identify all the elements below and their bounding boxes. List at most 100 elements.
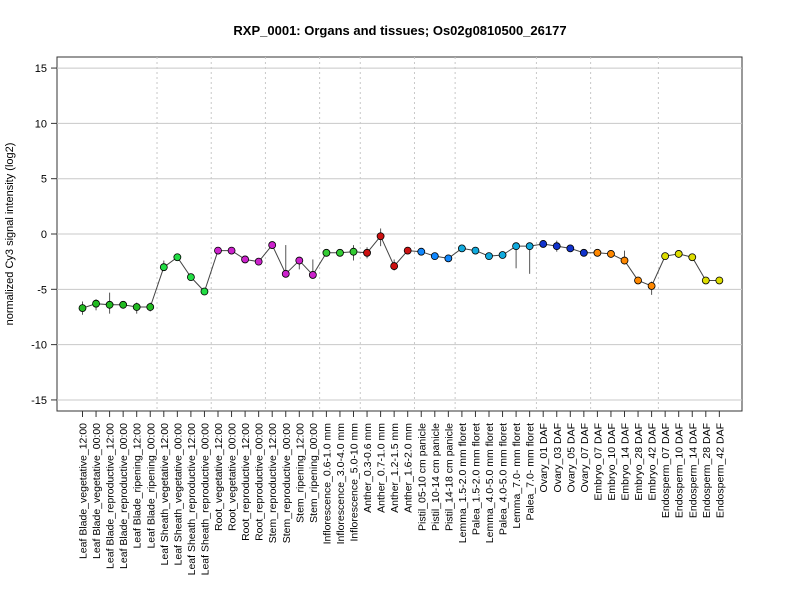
data-point bbox=[444, 254, 453, 263]
data-point bbox=[308, 271, 317, 279]
x-tick-label: Leaf Blade_ripening_00:00 bbox=[145, 423, 157, 549]
x-tick-label: Root_vegetative_12:00 bbox=[213, 423, 225, 531]
x-tick-label: Inflorescence_3.0-4.0 mm bbox=[335, 423, 347, 545]
data-point bbox=[132, 303, 141, 311]
x-tick-label: Stem_ripening_00:00 bbox=[308, 423, 320, 523]
x-tick-label: Lemma_1.5-2.0 mm floret bbox=[457, 423, 469, 543]
x-tick-label: Embryo_28 DAF bbox=[633, 423, 645, 501]
x-tick-label: Pistil_10-14 cm panicle bbox=[430, 423, 442, 531]
data-point bbox=[268, 241, 277, 249]
x-tick-label: Lemma_7.0- mm floret bbox=[511, 423, 523, 529]
data-point bbox=[688, 253, 697, 262]
x-tick-label: Root_reproductive_12:00 bbox=[240, 423, 252, 541]
x-tick-label: Endosperm_10 DAF bbox=[674, 423, 686, 518]
data-point bbox=[254, 257, 263, 266]
data-point bbox=[295, 256, 304, 265]
x-tick-label: Pistil_14-18 cm panicle bbox=[443, 423, 455, 531]
data-point bbox=[403, 246, 412, 255]
y-tick-label: -5 bbox=[37, 284, 47, 296]
x-tick-label: Endosperm_14 DAF bbox=[687, 423, 699, 518]
x-tick-label: Leaf Blade_ripening_12:00 bbox=[132, 423, 144, 549]
data-point bbox=[552, 242, 561, 251]
x-tick-label: Anther_1.6-2.0 mm bbox=[403, 423, 415, 513]
data-point bbox=[227, 246, 236, 255]
data-point bbox=[214, 246, 222, 255]
x-tick-label: Palea_4.0-5.0 mm floret bbox=[498, 423, 510, 535]
data-point bbox=[715, 276, 724, 285]
x-tick-label: Leaf Blade_reproductive_00:00 bbox=[118, 423, 130, 569]
x-tick-label: Inflorescence_0.6-1.0 mm bbox=[321, 423, 333, 545]
x-tick-label: Palea_7.0- mm floret bbox=[525, 423, 537, 521]
x-tick-label: Anther_0.3-0.6 mm bbox=[362, 423, 374, 513]
data-point bbox=[485, 252, 493, 261]
x-tick-label: Embryo_10 DAF bbox=[606, 423, 618, 501]
y-tick-label: 10 bbox=[35, 118, 47, 130]
data-point bbox=[674, 250, 683, 258]
data-point bbox=[336, 248, 344, 257]
x-tick-label: Anther_1.2-1.5 mm bbox=[389, 423, 401, 513]
x-tick-label: Stem_ripening_12:00 bbox=[294, 423, 306, 523]
data-point bbox=[349, 247, 358, 256]
data-point bbox=[539, 240, 548, 248]
data-point bbox=[200, 287, 209, 296]
x-tick-label: Root_vegetative_00:00 bbox=[227, 423, 239, 531]
grid-layer bbox=[57, 57, 742, 411]
data-point bbox=[146, 303, 155, 311]
y-tick-label: 5 bbox=[41, 174, 47, 186]
data-point bbox=[363, 248, 371, 257]
x-tick-label: Leaf Sheath_reproductive_00:00 bbox=[199, 423, 211, 576]
data-point bbox=[390, 262, 399, 270]
y-axis-label: normalized Cy3 signal intensity (log2) bbox=[4, 143, 16, 326]
x-tick-label: Pistil_05-10 cm panicle bbox=[416, 423, 428, 531]
data-point bbox=[186, 273, 195, 282]
x-tick-label: Leaf Blade_reproductive_12:00 bbox=[105, 423, 117, 569]
data-point bbox=[661, 252, 670, 261]
data-point bbox=[119, 300, 128, 309]
x-tick-label: Endosperm_07 DAF bbox=[660, 423, 672, 518]
data-points bbox=[78, 232, 724, 313]
data-point bbox=[92, 299, 100, 308]
x-tick-label: Leaf Sheath_vegetative_12:00 bbox=[159, 423, 171, 566]
chart-title: RXP_0001: Organs and tissues; Os02g08105… bbox=[233, 23, 566, 38]
data-point bbox=[322, 248, 331, 257]
x-tick-label: Leaf Blade_vegetative_00:00 bbox=[91, 423, 103, 559]
data-point bbox=[620, 256, 629, 265]
x-tick-label: Endosperm_28 DAF bbox=[701, 423, 713, 518]
data-point bbox=[105, 300, 114, 309]
data-point bbox=[566, 244, 575, 253]
x-tick-label: Embryo_07 DAF bbox=[592, 423, 604, 501]
y-tick-label: 15 bbox=[35, 63, 47, 75]
data-point bbox=[593, 248, 602, 257]
data-point bbox=[634, 276, 642, 285]
data-point bbox=[512, 242, 520, 251]
x-tick-label: Root_reproductive_00:00 bbox=[254, 423, 266, 541]
data-point bbox=[159, 263, 168, 272]
x-axis: Leaf Blade_vegetative_12:00 Leaf Blade_ve… bbox=[78, 411, 726, 576]
x-tick-label: Stem_reproductive_00:00 bbox=[281, 423, 293, 543]
error-bars bbox=[82, 228, 720, 315]
x-tick-label: Endosperm_42 DAF bbox=[714, 423, 726, 518]
data-point bbox=[281, 269, 290, 278]
y-tick-label: -15 bbox=[31, 395, 47, 407]
series-line bbox=[82, 235, 720, 309]
x-tick-label: Palea_1.5-2.0 mm floret bbox=[470, 423, 482, 535]
x-tick-label: Leaf Blade_vegetative_12:00 bbox=[78, 423, 90, 559]
x-tick-label: Ovary_03 DAF bbox=[552, 423, 564, 492]
data-point bbox=[607, 250, 615, 258]
data-point bbox=[173, 253, 182, 262]
x-tick-label: Ovary_07 DAF bbox=[579, 423, 591, 492]
data-point bbox=[498, 251, 507, 259]
y-axis: 15 10 5 0 -5 -10 -15 bbox=[31, 63, 57, 407]
x-tick-label: Embryo_14 DAF bbox=[620, 423, 632, 501]
x-tick-label: Leaf Sheath_reproductive_12:00 bbox=[186, 423, 198, 576]
x-tick-label: Ovary_01 DAF bbox=[538, 423, 550, 492]
data-point bbox=[376, 232, 385, 241]
x-tick-label: Ovary_05 DAF bbox=[565, 423, 577, 492]
data-point bbox=[701, 276, 710, 285]
y-tick-label: -10 bbox=[31, 340, 47, 352]
data-point bbox=[457, 244, 466, 253]
x-tick-label: Anther_0.7-1.0 mm bbox=[376, 423, 388, 513]
data-point bbox=[579, 248, 588, 257]
